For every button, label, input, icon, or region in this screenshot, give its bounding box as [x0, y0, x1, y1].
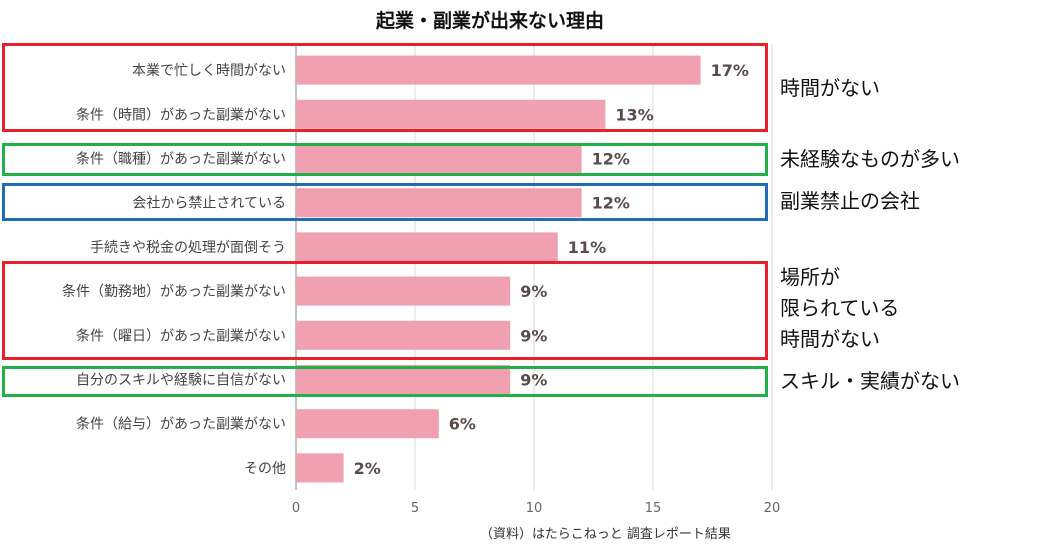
bar [296, 188, 582, 218]
category-label: 手続きや税金の処理が面倒そう [90, 239, 286, 256]
highlight-box-inexperience [2, 143, 768, 176]
x-tick-label: 15 [645, 501, 662, 516]
value-label: 9% [520, 371, 547, 390]
category-label: 条件（時間）があった副業がない [76, 106, 286, 123]
x-tick-label: 10 [526, 501, 543, 516]
category-label: 条件（曜日）があった副業がない [76, 327, 286, 344]
value-label: 9% [520, 326, 547, 345]
highlight-box-location [2, 261, 768, 360]
annotation-inexperience: 未経験なものが多い [780, 147, 960, 171]
bar [296, 409, 439, 439]
bar [296, 276, 511, 306]
x-tick-label: 5 [411, 501, 419, 516]
category-label: 会社から禁止されている [132, 196, 286, 212]
bar [296, 365, 511, 394]
value-label: 12% [592, 194, 630, 213]
category-label: 本業で忙しく時間がない [132, 63, 286, 79]
bar [296, 55, 701, 85]
annotation-prohibited: 副業禁止の会社 [780, 189, 920, 213]
bar [296, 320, 511, 350]
value-label: 17% [711, 61, 749, 80]
source-note: （資料）はたらこねっと 調査レポート結果 [480, 527, 731, 542]
value-label: 12% [592, 150, 630, 169]
annotation-skill: スキル・実績がない [780, 369, 960, 393]
value-label: 13% [615, 105, 653, 124]
highlight-box-time [2, 43, 768, 132]
bar [296, 99, 606, 129]
category-label: その他 [244, 461, 286, 477]
value-label: 11% [568, 238, 606, 257]
value-label: 2% [354, 459, 381, 478]
highlight-box-prohibited [2, 183, 768, 221]
category-label: 条件（職種）があった副業がない [76, 151, 286, 168]
annotation-time: 時間がない [780, 76, 880, 100]
value-label: 9% [520, 282, 547, 301]
bar [296, 232, 558, 262]
category-label: 条件（給与）があった副業がない [76, 416, 286, 433]
bar [296, 144, 582, 173]
chart-title: 起業・副業が出来ない理由 [375, 10, 604, 32]
annotation-location: 場所が 限られている 時間がない [780, 265, 900, 351]
x-tick-label: 0 [292, 501, 300, 516]
category-label: 自分のスキルや経験に自信がない [76, 373, 286, 389]
highlight-box-skill [2, 366, 768, 397]
x-tick-label: 20 [764, 501, 781, 516]
value-label: 6% [449, 415, 476, 434]
category-label: 条件（勤務地）があった副業がない [62, 283, 286, 300]
bar [296, 453, 344, 483]
